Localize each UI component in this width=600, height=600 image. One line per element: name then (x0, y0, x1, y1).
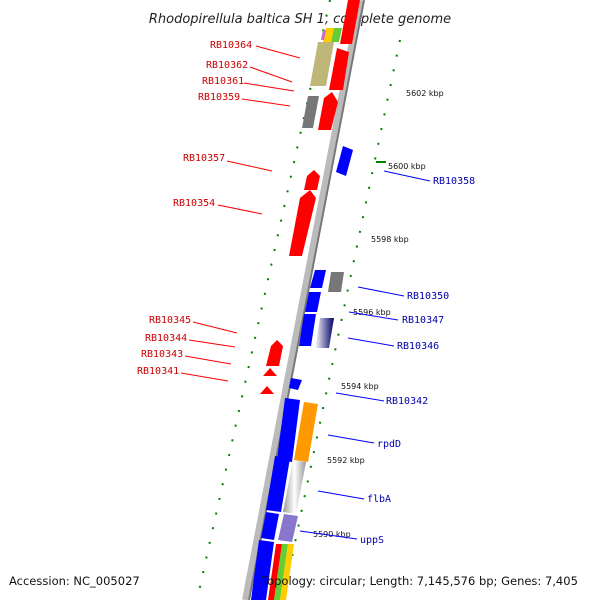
gene-gradient (315, 318, 334, 348)
gene-gray (302, 96, 319, 128)
gene-purple (278, 514, 298, 542)
scale-label: 5592 kbp (327, 456, 365, 465)
gene-red-arrow (318, 92, 338, 130)
gene-red-long (289, 190, 316, 256)
gene-red (340, 0, 360, 44)
gene-label: RB10345 (149, 315, 191, 326)
gene-blue (266, 456, 290, 512)
gene-red-arrow (329, 48, 349, 90)
genome-backbone (242, 0, 365, 600)
gene-blue (299, 314, 316, 346)
gene-label: flbA (367, 494, 391, 505)
gene-khaki (310, 42, 334, 86)
map-title: Rhodopirellula baltica SH 1, complete ge… (149, 12, 451, 27)
gene-blue (261, 512, 279, 540)
gene-blue (336, 146, 353, 176)
gene-label: RB10346 (397, 341, 439, 352)
gene-blue (277, 398, 300, 462)
gene-label: RB10361 (202, 76, 244, 87)
gene-label: rpdD (377, 439, 401, 450)
gene-red-arrow (266, 340, 283, 366)
gene-label: RB10364 (210, 40, 252, 51)
gene-label: RB10357 (183, 153, 225, 164)
gene-orange (294, 402, 318, 462)
scale-label: 5590 kbp (313, 530, 351, 539)
scale-label: 5600 kbp (388, 162, 426, 171)
gene-blue (305, 292, 321, 312)
gene-label: RB10347 (402, 315, 444, 326)
scale-label: 5594 kbp (341, 382, 379, 391)
gene-label: RB10350 (407, 291, 449, 302)
scale-labels: 5602 kbp 5600 kbp 5598 kbp 5596 kbp 5594… (313, 89, 444, 539)
gene-gray-light (283, 460, 306, 514)
scale-label: 5596 kbp (353, 308, 391, 317)
gene-blue (251, 540, 274, 600)
gene-gray (328, 272, 344, 292)
gene-red-arrow (304, 170, 320, 190)
gene-label: uppS (360, 535, 384, 546)
gene-label: RB10344 (145, 333, 187, 344)
right-gene-labels: RB10358 RB10350 RB10347 RB10346 RB10342 … (299, 170, 475, 546)
gene-blue (310, 270, 326, 288)
top-feature-band (331, 28, 342, 42)
gene-label: RB10362 (206, 60, 248, 71)
gene-red-arrow (263, 368, 277, 376)
gene-features (251, 0, 360, 600)
gene-label: RB10342 (386, 396, 428, 407)
scale-label: 5598 kbp (371, 235, 409, 244)
gene-label: RB10358 (433, 176, 475, 187)
gene-label: RB10343 (141, 349, 183, 360)
gene-blue (289, 378, 302, 390)
gene-red-arrow (260, 386, 274, 394)
topology-text: Topology: circular; Length: 7,145,576 bp… (262, 574, 578, 588)
top-feature-band (323, 28, 334, 42)
gene-label: RB10359 (198, 92, 240, 103)
left-gene-labels: RB10364 RB10362 RB10361 RB10359 RB10357 … (137, 40, 301, 382)
tick-track-outer (282, 39, 401, 600)
accession-text: Accession: NC_005027 (9, 574, 140, 588)
gene-label: RB10341 (137, 366, 179, 377)
gene-label: RB10354 (173, 198, 215, 209)
scale-label: 5602 kbp (406, 89, 444, 98)
